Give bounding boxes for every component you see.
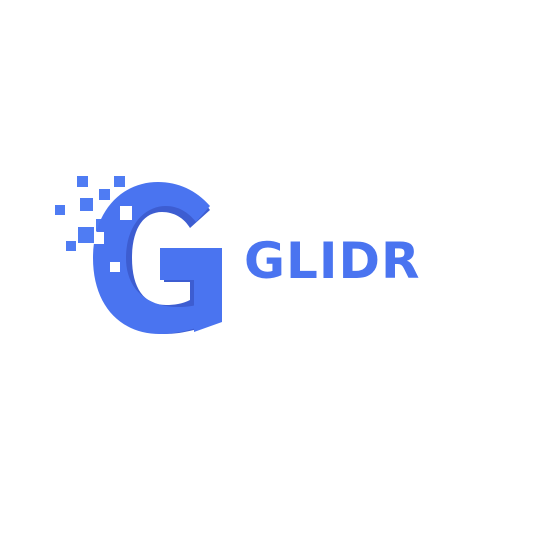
pixel-square [77,176,88,187]
pixel-square [66,241,76,251]
g-letter-crossbar [160,248,222,332]
pixel-square [114,176,125,187]
pixel-square [55,205,65,215]
brand-name: GLIDR [244,232,421,290]
pixel-square [78,227,94,243]
pixel-square [99,189,110,200]
pixel-cutout [120,206,132,220]
pixel-cutout [94,232,104,244]
pixel-square [80,198,93,211]
pixel-cutout [110,262,120,272]
